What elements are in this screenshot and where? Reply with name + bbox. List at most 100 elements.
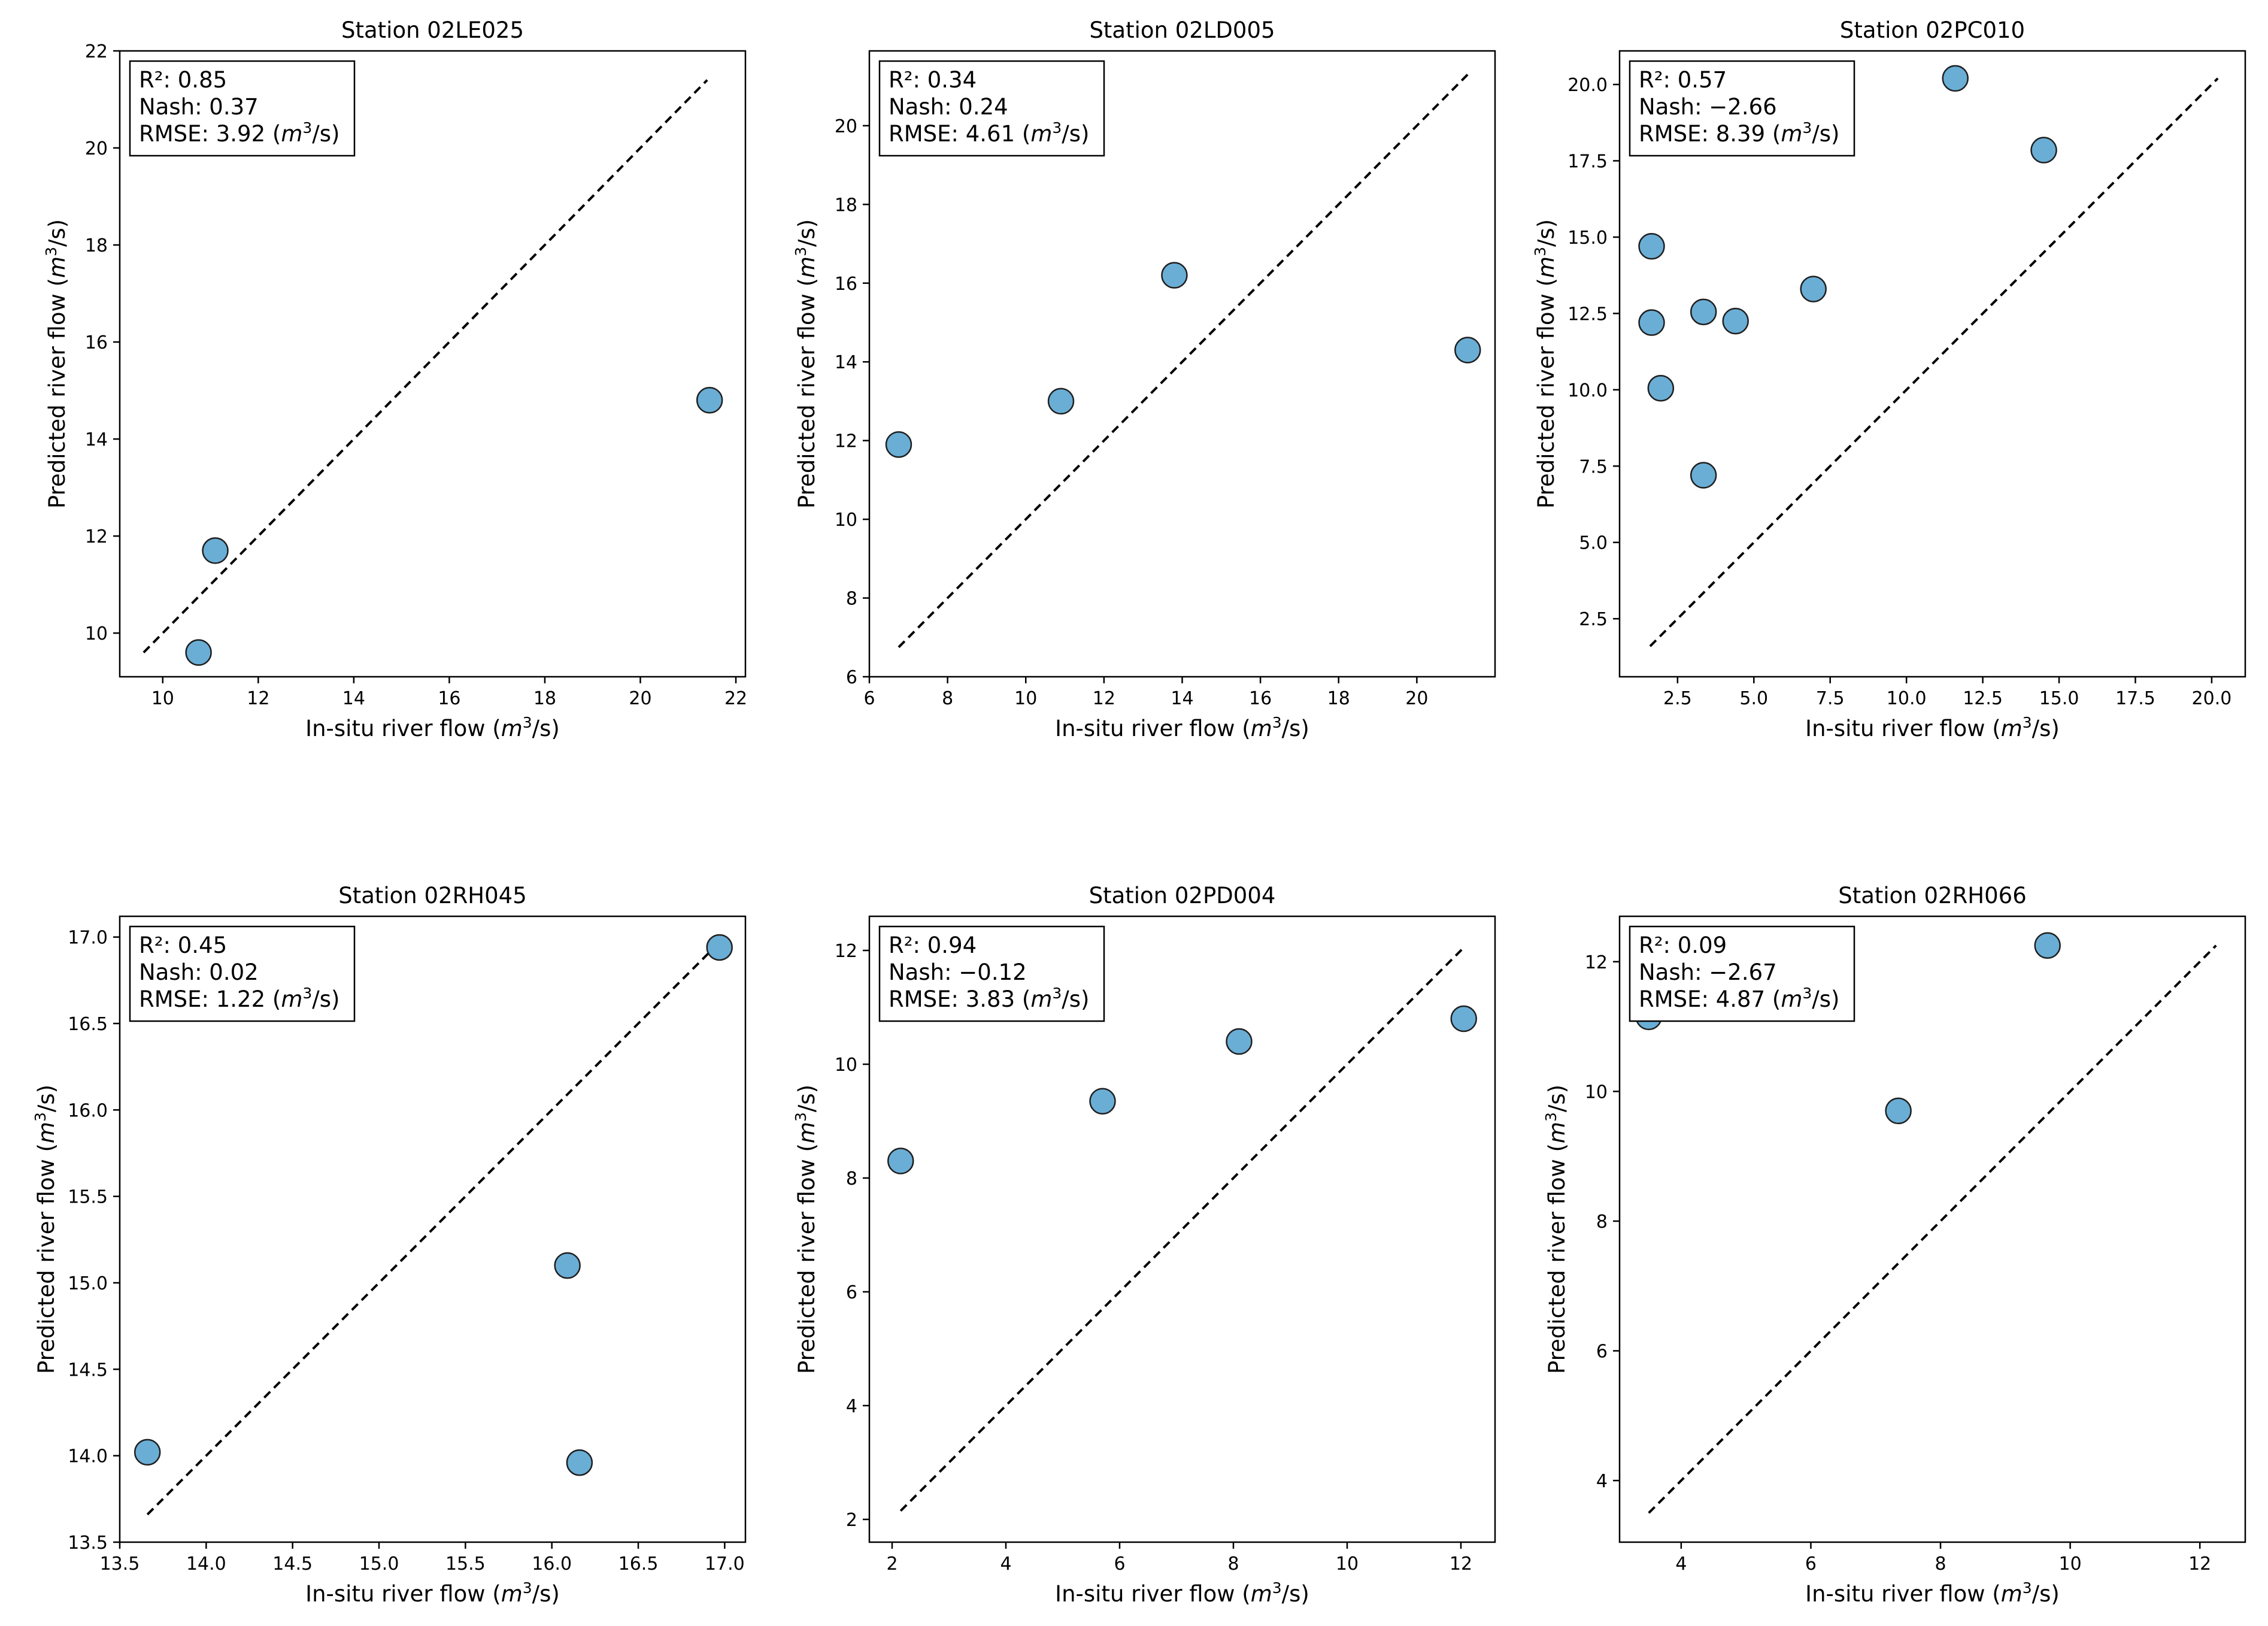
x-axis-label-unit-exp: 3 (523, 1579, 532, 1597)
stats-r2: R²: 0.09 (1639, 932, 1727, 958)
data-point (1226, 1028, 1253, 1055)
y-tick-label: 12 (835, 431, 857, 452)
x-tick-label: 12 (247, 688, 269, 709)
y-axis-label-text: Predicted river flow ( (34, 1143, 59, 1374)
y-tick-label: 16.5 (68, 1014, 108, 1035)
x-axis-label-unit-exp: 3 (1272, 1579, 1282, 1597)
panel-2: Station 02LD005 6 8 10 12 14 16 18 20 6 8 10 12 14 16 1… (792, 17, 1496, 741)
stats-rmse-unit-base: m (1781, 121, 1802, 147)
y-tick-label: 14.0 (68, 1446, 108, 1467)
y-axis-label-unit-rest: /s) (1533, 219, 1559, 247)
y-tick-label: 10 (85, 623, 108, 644)
y-axis-label: Predicted river flow (m3/s) (1542, 1085, 1570, 1374)
data-point (2030, 137, 2057, 163)
y-tick-label: 16 (85, 332, 108, 353)
y-tick-label: 6 (1596, 1342, 1608, 1362)
stats-nash: Nash: −2.67 (1639, 959, 1777, 985)
x-axis-label-text: In-situ river flow ( (1055, 1581, 1251, 1607)
y-tick-label: 4 (846, 1396, 857, 1417)
plot-frame (1618, 50, 2246, 678)
x-tick-label: 20 (629, 688, 651, 709)
stats-rmse-unit-rest: /s) (1812, 121, 1839, 147)
panel-title: Station 02PD004 (1089, 883, 1276, 909)
y-axis-label: Predicted river flow (m3/s) (43, 219, 70, 508)
stats-r2: R²: 0.57 (1639, 67, 1727, 93)
y-tick-label: 20 (835, 116, 857, 137)
x-tick-label: 12 (1450, 1554, 1472, 1574)
stats-rmse: RMSE: 4.87 (m3/s) (1639, 985, 1839, 1012)
stats-rmse-value: RMSE: 4.87 ( (1639, 986, 1781, 1012)
y-tick-label: 7.5 (1579, 456, 1608, 477)
x-tick-label: 17.0 (705, 1554, 745, 1574)
x-tick-label: 10 (151, 688, 174, 709)
plot-frame (119, 50, 747, 678)
y-tick-label: 17.0 (68, 928, 108, 949)
x-tick-label: 7.5 (1816, 688, 1845, 709)
x-axis-label-text: In-situ river flow ( (1805, 716, 2001, 741)
stats-rmse-unit-base: m (1030, 121, 1052, 147)
y-axis-label-unit-base: m (44, 256, 70, 278)
x-tick-label: 20 (1405, 688, 1428, 709)
x-tick-label: 2.5 (1663, 688, 1692, 709)
panel-4: Station 02RH045 13.5 14.0 14.5 15.0 15.5 16.0 1… (32, 883, 747, 1607)
stats-rmse-value: RMSE: 3.92 ( (139, 121, 281, 147)
y-tick-label: 6 (846, 667, 857, 688)
x-axis-label-unit-rest: /s) (532, 1581, 560, 1607)
y-tick-label: 12.5 (1567, 304, 1608, 325)
x-tick-label: 15.5 (445, 1554, 486, 1574)
y-tick-label: 18 (835, 195, 857, 216)
y-axis-label: Predicted river flow (m3/s) (1532, 219, 1559, 508)
y-tick-label: 14.5 (68, 1359, 108, 1380)
x-axis-label: In-situ river flow (m3/s) (305, 714, 560, 741)
y-axis-label-unit-exp: 3 (1532, 247, 1549, 256)
y-tick-label: 14 (85, 429, 108, 450)
x-axis-label: In-situ river flow (m3/s) (1805, 1579, 2060, 1607)
data-point (1638, 232, 1665, 260)
data-point (887, 1147, 914, 1174)
data-point (1942, 65, 1969, 92)
panel-title: Station 02PC010 (1840, 17, 2025, 43)
y-tick-label: 6 (846, 1282, 857, 1303)
y-tick-label: 15.0 (1567, 228, 1608, 249)
x-axis-label-unit-exp: 3 (2023, 714, 2032, 731)
x-axis-label-unit-rest: /s) (532, 716, 560, 741)
x-axis-label-unit-base: m (501, 1581, 523, 1607)
y-axis-label-unit-base: m (34, 1122, 59, 1143)
panel-title: Station 02RH045 (338, 883, 527, 909)
panel-6: Station 02RH066 4 6 8 10 12 4 6 8 10 12 In-situ riv… (1542, 883, 2246, 1607)
data-point (1161, 262, 1188, 289)
x-tick-label: 12.5 (1963, 688, 2003, 709)
y-tick-label: 10 (835, 1055, 857, 1076)
x-tick-label: 15.0 (359, 1554, 399, 1574)
x-tick-label: 12 (1093, 688, 1115, 709)
x-tick-label: 20.0 (2192, 688, 2232, 709)
x-axis-label: In-situ river flow (m3/s) (305, 1579, 560, 1607)
identity-line (1649, 77, 2219, 647)
y-tick-label: 20 (85, 138, 108, 159)
y-tick-label: 8 (846, 1168, 857, 1189)
x-axis-label-unit-rest: /s) (1282, 716, 1309, 741)
stats-box (878, 925, 1105, 1022)
y-tick-label: 12 (835, 941, 857, 962)
x-axis-label: In-situ river flow (m3/s) (1055, 1579, 1309, 1607)
data-point (1638, 309, 1665, 336)
y-tick-label: 17.5 (1567, 152, 1608, 172)
x-tick-label: 6 (1805, 1554, 1817, 1574)
data-point (185, 639, 212, 666)
y-axis-label-unit-rest: /s) (34, 1085, 59, 1112)
x-tick-label: 10 (1014, 688, 1037, 709)
y-tick-label: 12 (85, 526, 108, 547)
stats-rmse-unit-exp: 3 (1052, 119, 1062, 137)
data-point (885, 431, 912, 458)
data-point (1450, 1005, 1477, 1032)
data-point (1690, 298, 1717, 326)
y-tick-label: 10.0 (1567, 380, 1608, 401)
stats-rmse-unit-exp: 3 (302, 985, 312, 1002)
y-axis-label-unit-rest: /s) (44, 219, 70, 247)
x-axis-label: In-situ river flow (m3/s) (1805, 714, 2060, 741)
y-axis-label-text: Predicted river flow ( (1533, 278, 1559, 508)
stats-rmse-unit-exp: 3 (1802, 985, 1812, 1002)
y-tick-label: 8 (846, 589, 857, 610)
identity-line (899, 946, 1465, 1512)
